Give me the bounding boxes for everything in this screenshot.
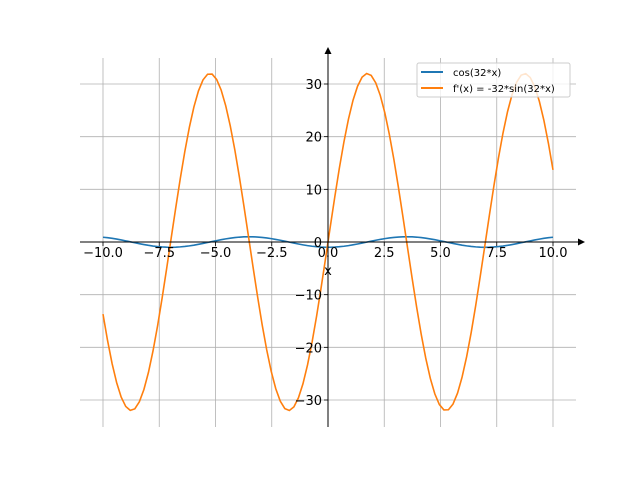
x-tick-label: −7.5	[143, 246, 175, 261]
y-tick-label: 0	[314, 236, 322, 251]
x-tick-label: −5.0	[200, 246, 232, 261]
tick-labels: −10.0 −7.5 −5.0 −2.5 0.0 2.5 5.0 7.5 10.0 −30 −20 −…	[83, 78, 567, 409]
x-axis-label: x	[324, 264, 332, 279]
x-tick-label: −10.0	[83, 246, 123, 261]
y-axis-arrow-icon	[324, 47, 332, 54]
legend-label-cos: cos(32*x)	[453, 68, 501, 79]
y-tick-label: −20	[295, 341, 322, 356]
y-tick-label: 30	[305, 78, 322, 93]
legend-box	[416, 62, 571, 98]
y-tick-label: 20	[305, 131, 322, 146]
x-axis-arrow-icon	[578, 238, 585, 246]
y-tick-label: 10	[305, 183, 322, 198]
y-tick-label: −30	[295, 394, 322, 409]
x-tick-label: 5.0	[430, 246, 451, 261]
y-tick-label: −10	[295, 289, 322, 304]
x-tick-label: 10.0	[539, 246, 568, 261]
x-tick-label: 2.5	[374, 246, 395, 261]
legend: cos(32*x) f'(x) = -32*sin(32*x)	[416, 62, 571, 98]
x-tick-label: 0.0	[318, 246, 339, 261]
x-tick-label: −2.5	[256, 246, 288, 261]
x-tick-label: 7.5	[486, 246, 507, 261]
legend-label-derivative: f'(x) = -32*sin(32*x)	[453, 84, 555, 95]
axes	[80, 47, 585, 427]
